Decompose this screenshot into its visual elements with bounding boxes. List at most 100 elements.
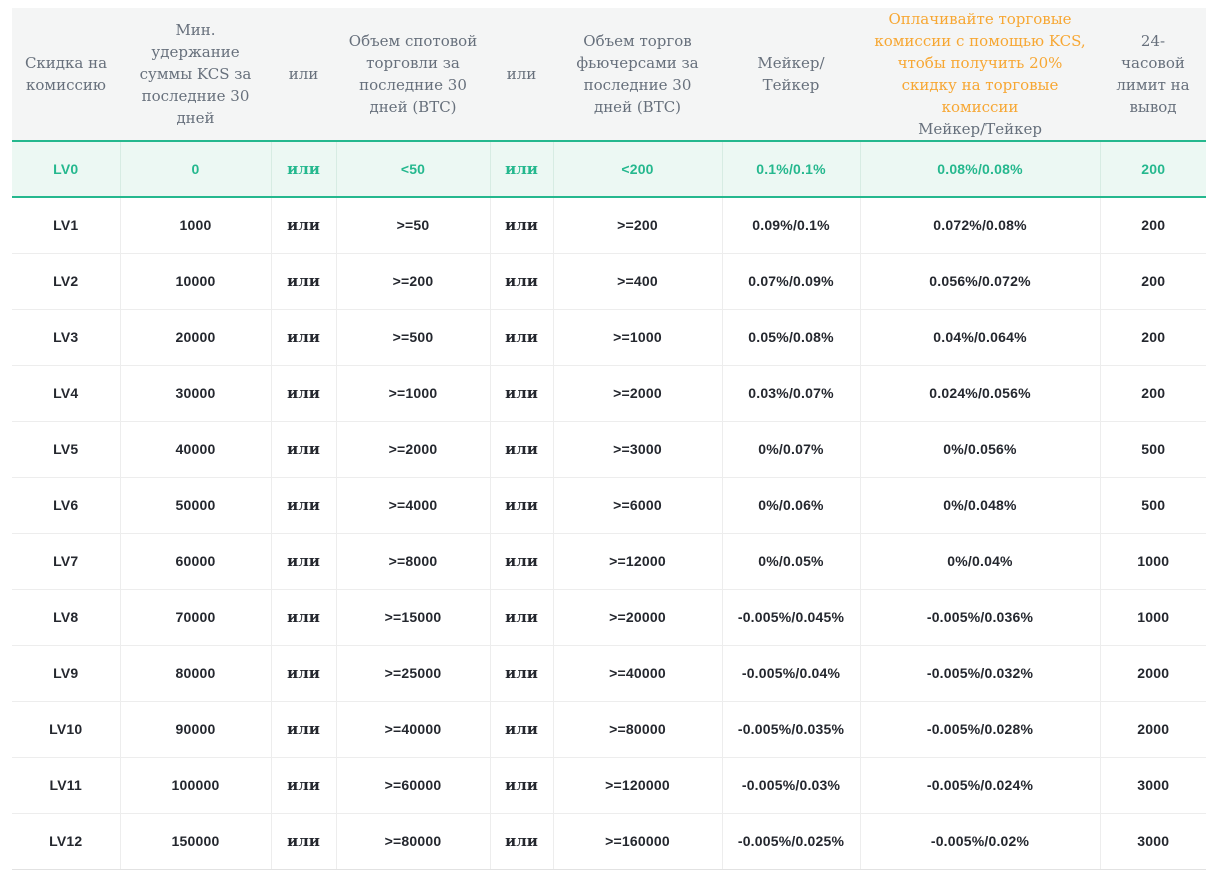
- level-cell: LV4: [12, 364, 120, 421]
- or1-cell: или: [270, 812, 336, 870]
- header-fee-discount: Скидка на комиссию: [12, 8, 120, 141]
- maker-taker-cell: 0%/0.05%: [721, 532, 860, 589]
- table-row: LV6 50000 или >=4000 или >=6000 0%/0.06% 0%/0.0…: [12, 476, 1206, 533]
- kcs-maker-taker-cell: 0.024%/0.056%: [859, 364, 1100, 421]
- kcs-maker-taker-cell: -0.005%/0.024%: [859, 756, 1100, 813]
- kcs-maker-taker-cell: 0.04%/0.064%: [859, 308, 1100, 365]
- level-cell: LV11: [12, 756, 120, 813]
- table-row: LV2 10000 или >=200 или >=400 0.07%/0.09% 0.056…: [12, 252, 1206, 309]
- table-row: LV9 80000 или >=25000 или >=40000 -0.005%/0.04…: [12, 644, 1206, 701]
- kcs-maker-taker-cell: -0.005%/0.032%: [859, 644, 1100, 701]
- or1-cell: или: [270, 532, 336, 589]
- header-futures-volume: Объем торгов фьючерсами за последние 30 …: [553, 8, 722, 141]
- maker-taker-cell: 0.1%/0.1%: [721, 140, 860, 198]
- kcs-cell: 50000: [119, 476, 271, 533]
- limit-cell: 1000: [1099, 588, 1206, 645]
- maker-taker-cell: 0%/0.06%: [721, 476, 860, 533]
- kcs-cell: 90000: [119, 700, 271, 757]
- level-cell: LV2: [12, 252, 120, 309]
- level-cell: LV10: [12, 700, 120, 757]
- table-row: LV7 60000 или >=8000 или >=12000 0%/0.05% 0%/0.…: [12, 532, 1206, 589]
- level-cell: LV6: [12, 476, 120, 533]
- maker-taker-cell: 0.09%/0.1%: [721, 196, 860, 253]
- kcs-cell: 1000: [119, 196, 271, 253]
- futures-cell: >=120000: [552, 756, 722, 813]
- maker-taker-cell: 0.07%/0.09%: [721, 252, 860, 309]
- kcs-cell: 60000: [119, 532, 271, 589]
- kcs-cell: 30000: [119, 364, 271, 421]
- level-cell: LV9: [12, 644, 120, 701]
- spot-cell: >=200: [335, 252, 490, 309]
- or1-cell: или: [270, 420, 336, 477]
- level-cell: LV7: [12, 532, 120, 589]
- futures-cell: <200: [552, 140, 722, 198]
- kcs-maker-taker-cell: -0.005%/0.036%: [859, 588, 1100, 645]
- limit-cell: 2000: [1099, 644, 1206, 701]
- or2-cell: или: [489, 252, 553, 309]
- table-row: LV11 100000 или >=60000 или >=120000 -0.005%/0…: [12, 756, 1206, 813]
- or1-cell: или: [270, 644, 336, 701]
- header-row: Скидка на комиссию Мин. удержание суммы …: [12, 8, 1206, 141]
- or1-cell: или: [270, 756, 336, 813]
- spot-cell: >=60000: [335, 756, 490, 813]
- or2-cell: или: [489, 532, 553, 589]
- header-spot-volume: Объем спотовой торговли за последние 30 …: [336, 8, 490, 141]
- or2-cell: или: [489, 140, 553, 198]
- or1-cell: или: [270, 252, 336, 309]
- futures-cell: >=40000: [552, 644, 722, 701]
- kcs-maker-taker-cell: 0%/0.04%: [859, 532, 1100, 589]
- fee-tiers-table: Скидка на комиссию Мин. удержание суммы …: [12, 8, 1206, 870]
- or1-cell: или: [270, 140, 336, 198]
- futures-cell: >=6000: [552, 476, 722, 533]
- limit-cell: 200: [1099, 140, 1206, 198]
- header-or-2: или: [490, 8, 553, 141]
- header-or-1: или: [271, 8, 336, 141]
- kcs-cell: 80000: [119, 644, 271, 701]
- maker-taker-cell: 0.05%/0.08%: [721, 308, 860, 365]
- kcs-maker-taker-cell: 0.056%/0.072%: [859, 252, 1100, 309]
- kcs-maker-taker-cell: 0%/0.048%: [859, 476, 1100, 533]
- futures-cell: >=160000: [552, 812, 722, 870]
- or1-cell: или: [270, 588, 336, 645]
- limit-cell: 500: [1099, 420, 1206, 477]
- maker-taker-cell: -0.005%/0.04%: [721, 644, 860, 701]
- header-min-kcs-holding: Мин. удержание суммы KCS за последние 30…: [120, 8, 271, 141]
- table-row: LV10 90000 или >=40000 или >=80000 -0.005%/0.0…: [12, 700, 1206, 757]
- kcs-cell: 150000: [119, 812, 271, 870]
- kcs-pay-promo-text: Оплачивайте торговые комиссии с помощью …: [874, 10, 1086, 116]
- table-row: LV5 40000 или >=2000 или >=3000 0%/0.07% 0%/0.0…: [12, 420, 1206, 477]
- header-maker-taker: Мейкер/Тейкер: [722, 8, 860, 141]
- kcs-maker-taker-cell: 0%/0.056%: [859, 420, 1100, 477]
- or2-cell: или: [489, 196, 553, 253]
- limit-cell: 200: [1099, 252, 1206, 309]
- table-row: LV8 70000 или >=15000 или >=20000 -0.005%/0.04…: [12, 588, 1206, 645]
- kcs-cell: 100000: [119, 756, 271, 813]
- futures-cell: >=2000: [552, 364, 722, 421]
- fee-table-body: LV0 0 или <50 или <200 0.1%/0.1% 0.08%/0.08% 200…: [12, 140, 1206, 870]
- spot-cell: >=1000: [335, 364, 490, 421]
- maker-taker-cell: -0.005%/0.03%: [721, 756, 860, 813]
- or2-cell: или: [489, 812, 553, 870]
- level-cell: LV0: [12, 140, 120, 198]
- kcs-maker-taker-cell: -0.005%/0.028%: [859, 700, 1100, 757]
- level-cell: LV8: [12, 588, 120, 645]
- spot-cell: >=500: [335, 308, 490, 365]
- kcs-cell: 40000: [119, 420, 271, 477]
- header-withdrawal-limit: 24-часовой лимит на вывод: [1100, 8, 1206, 141]
- level-cell: LV3: [12, 308, 120, 365]
- table-row: LV4 30000 или >=1000 или >=2000 0.03%/0.07% 0.0…: [12, 364, 1206, 421]
- spot-cell: >=15000: [335, 588, 490, 645]
- limit-cell: 200: [1099, 364, 1206, 421]
- maker-taker-cell: 0%/0.07%: [721, 420, 860, 477]
- limit-cell: 3000: [1099, 812, 1206, 870]
- or2-cell: или: [489, 588, 553, 645]
- table-row: LV1 1000 или >=50 или >=200 0.09%/0.1% 0.072%/0…: [12, 196, 1206, 253]
- or2-cell: или: [489, 756, 553, 813]
- level-cell: LV12: [12, 812, 120, 870]
- maker-taker-cell: -0.005%/0.035%: [721, 700, 860, 757]
- kcs-cell: 10000: [119, 252, 271, 309]
- futures-cell: >=200: [552, 196, 722, 253]
- kcs-cell: 70000: [119, 588, 271, 645]
- futures-cell: >=1000: [552, 308, 722, 365]
